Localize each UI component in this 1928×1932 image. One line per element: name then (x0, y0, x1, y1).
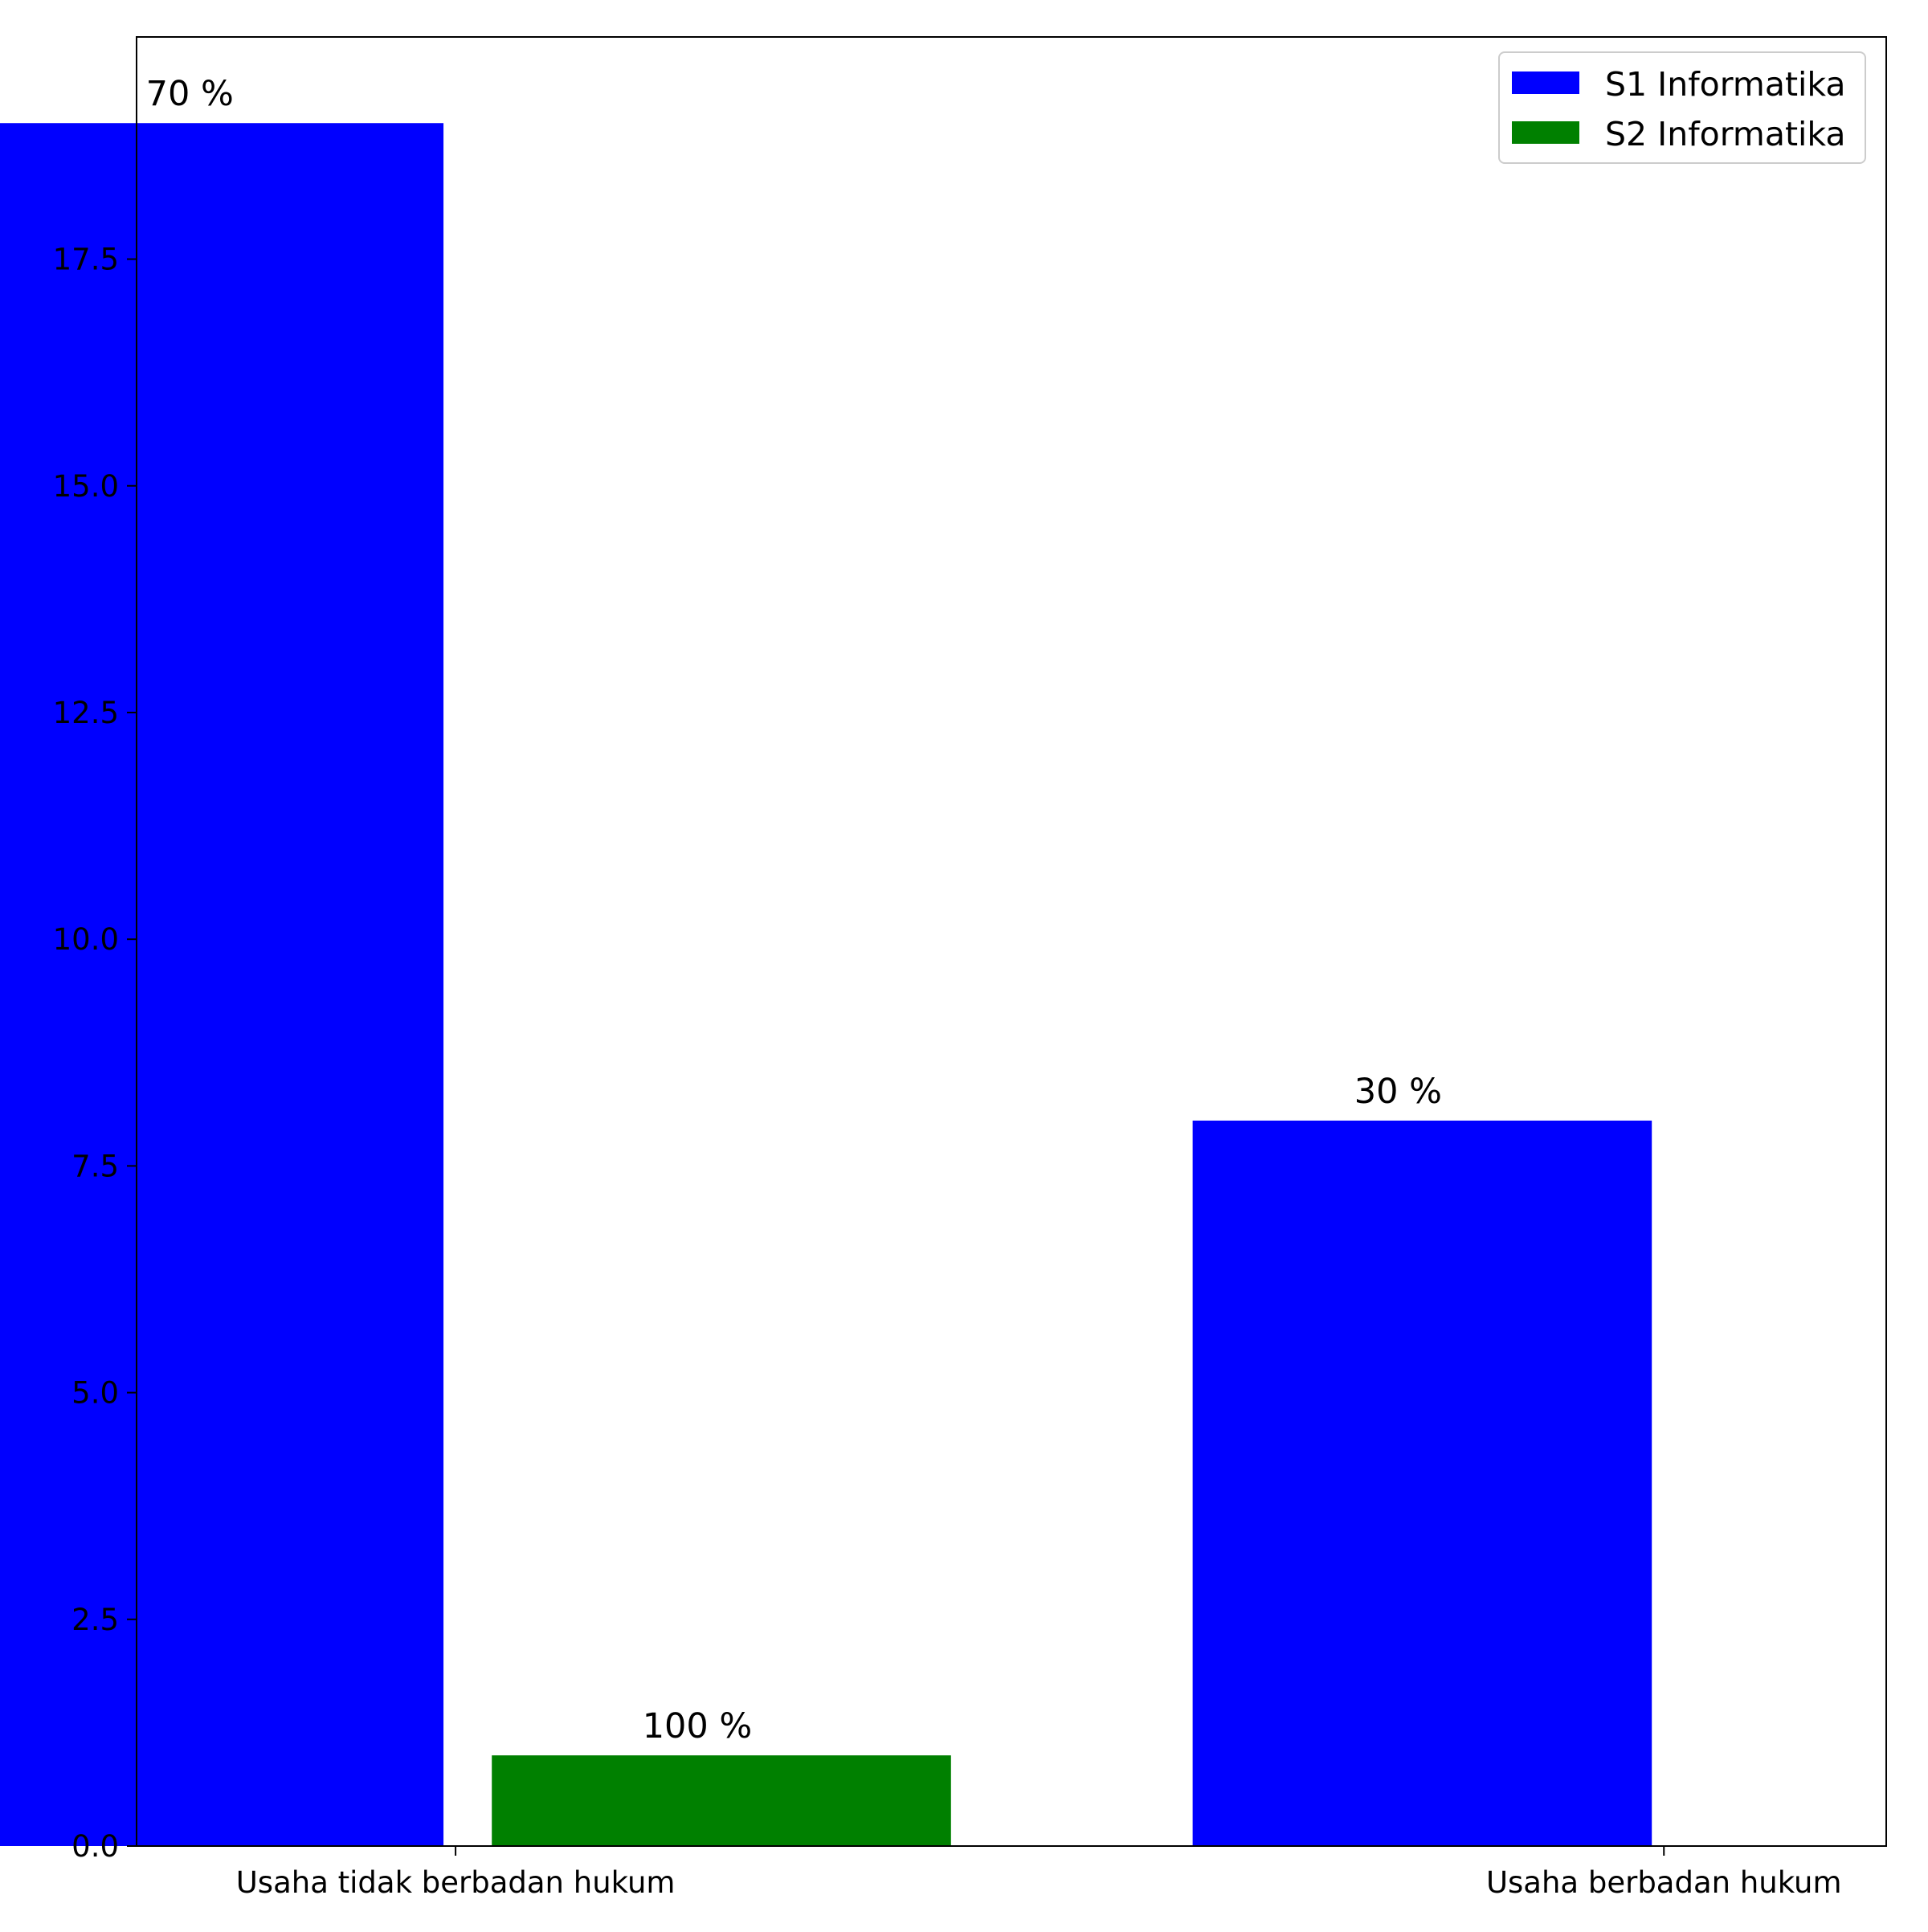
y-axis: 0.0 2.5 5.0 7.5 10.0 12.5 15.0 17.5 (53, 243, 137, 1864)
bar-s1-0 (0, 123, 444, 1847)
y-tick-label: 12.5 (53, 696, 119, 730)
legend-label: S1 Informatika (1605, 65, 1846, 104)
y-tick-label: 5.0 (71, 1376, 119, 1411)
x-tick-label: Usaha berbadan hukum (1486, 1865, 1842, 1900)
plot-frame (136, 36, 1887, 1847)
bar-value-label: 30 % (1354, 1072, 1442, 1112)
bars-layer (0, 123, 1652, 1847)
y-tick-label: 2.5 (71, 1603, 119, 1637)
x-axis: Usaha tidak berbadan hukum Usaha berbadan… (236, 1846, 1842, 1900)
legend: S1 Informatika S2 Informatika (1498, 51, 1866, 164)
bar-value-label: 100 % (643, 1706, 753, 1746)
bar-s1-1 (1192, 1120, 1652, 1846)
y-tick-label: 15.0 (53, 469, 119, 504)
bar-s2-0 (492, 1755, 951, 1846)
y-tick-label: 10.0 (53, 922, 119, 957)
legend-box (1498, 51, 1866, 164)
legend-swatch-s2 (1512, 121, 1579, 144)
y-tick-label: 0.0 (71, 1829, 119, 1864)
bar-labels-layer: 70 % 30 % 100 % (146, 74, 1442, 1746)
x-tick-label: Usaha tidak berbadan hukum (236, 1865, 676, 1900)
legend-label: S2 Informatika (1605, 115, 1846, 153)
bar-value-label: 70 % (146, 74, 234, 114)
y-tick-label: 17.5 (53, 243, 119, 277)
y-tick-label: 7.5 (71, 1149, 119, 1183)
legend-swatch-s1 (1512, 71, 1579, 94)
